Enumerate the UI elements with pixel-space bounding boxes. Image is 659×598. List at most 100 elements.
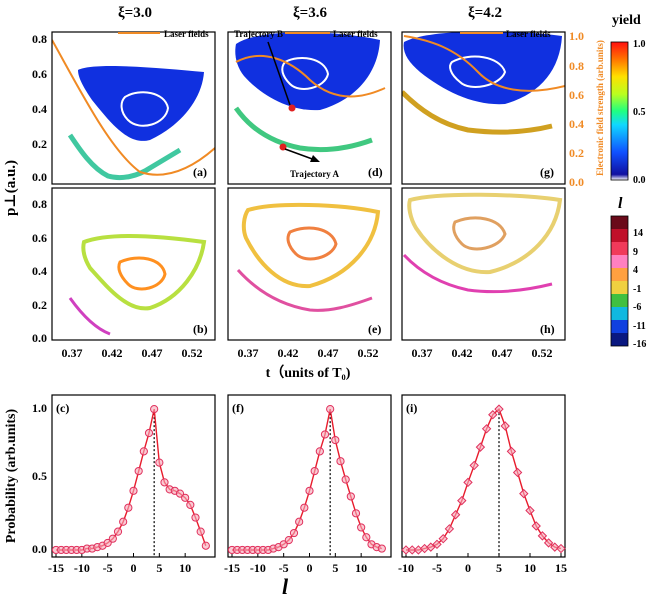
mid-ytick-0-2: 0.2 bbox=[32, 298, 47, 312]
legend-laser-g: Laser fields bbox=[506, 29, 551, 39]
laser-field-curve-d bbox=[235, 54, 386, 98]
probability-point bbox=[300, 503, 309, 512]
phase-space-blue-a bbox=[78, 66, 204, 141]
prob-xtick-label: -5 bbox=[432, 561, 442, 575]
probability-point bbox=[450, 510, 461, 520]
yield-tick-1-0: 1.0 bbox=[633, 39, 646, 50]
phase-space-blue-d bbox=[235, 32, 380, 111]
probability-point bbox=[295, 517, 304, 526]
panel-label-h: (h) bbox=[540, 322, 555, 336]
t-tick-a1: 0.37 bbox=[62, 346, 83, 360]
panel-b-frame bbox=[51, 187, 216, 341]
orbit-inner-b bbox=[117, 256, 167, 291]
yield-colorbar-gradient bbox=[610, 41, 629, 181]
t-tick-d2: 0.42 bbox=[278, 346, 299, 360]
prob-xtick-label: -5 bbox=[103, 561, 113, 575]
probability-point bbox=[432, 539, 442, 550]
mid-ytick-0-0: 0.0 bbox=[32, 331, 47, 345]
probability-point bbox=[150, 404, 159, 414]
probability-point bbox=[155, 458, 164, 467]
panel-label-b: (b) bbox=[193, 322, 208, 336]
field-tick-0-8: 0.8 bbox=[569, 59, 584, 73]
panel-i-frame bbox=[401, 394, 566, 558]
probability-point bbox=[310, 466, 319, 476]
phase-space-tail-a bbox=[67, 133, 182, 181]
marker-trajectory-b bbox=[288, 104, 296, 112]
phase-space-inner-d bbox=[281, 57, 330, 90]
field-tick-0-2: 0.2 bbox=[569, 146, 584, 160]
t-tick-a2: 0.42 bbox=[102, 346, 123, 360]
t-tick-d1: 0.37 bbox=[238, 346, 259, 360]
probability-point bbox=[191, 513, 200, 522]
mid-ytick-0-4: 0.4 bbox=[32, 264, 47, 278]
probability-point bbox=[175, 489, 185, 498]
yield-colorbar-title: yield bbox=[612, 13, 641, 28]
panel-e-frame bbox=[227, 187, 392, 341]
prob-xtick-label: 0 bbox=[307, 561, 313, 575]
prob-xtick-label: 0 bbox=[131, 561, 137, 575]
top-ytick-0-2: 0.2 bbox=[32, 137, 47, 151]
orbit-tail-e bbox=[236, 268, 373, 312]
prob-xtick-label: 5 bbox=[156, 561, 162, 575]
column-title-xi-4-2: ξ=4.2 bbox=[468, 5, 502, 21]
probability-point bbox=[519, 488, 529, 499]
probability-point bbox=[326, 404, 335, 414]
top-y-label: p⊥(a.u.) bbox=[3, 160, 19, 216]
orbit-tail-b bbox=[68, 297, 111, 336]
prob-xtick-label: -10 bbox=[250, 561, 266, 575]
arrowhead-trajectory-a bbox=[310, 155, 320, 162]
l-band-3 bbox=[611, 242, 628, 255]
t-tick-g1: 0.37 bbox=[412, 346, 433, 360]
probability-point bbox=[144, 428, 154, 438]
probability-point bbox=[119, 517, 128, 526]
prob-xtick-label: 5 bbox=[496, 561, 502, 575]
probability-point bbox=[419, 543, 430, 554]
probability-point bbox=[512, 467, 523, 478]
laser-field-curve-a bbox=[52, 39, 215, 176]
panel-h: (h) bbox=[401, 187, 566, 341]
probability-point bbox=[351, 509, 361, 518]
probability-point bbox=[129, 486, 138, 495]
panel-label-i: (i) bbox=[406, 401, 417, 415]
orbit-outer-b bbox=[81, 233, 207, 311]
l-band-4 bbox=[611, 255, 628, 268]
panel-label-g: (g) bbox=[540, 165, 554, 179]
probability-point bbox=[556, 543, 566, 554]
column-title-xi-3-6: ξ=3.6 bbox=[293, 5, 327, 21]
l-tick-9: 9 bbox=[633, 247, 638, 258]
orbit-outer-e bbox=[241, 202, 381, 289]
probability-point bbox=[377, 544, 386, 553]
probability-point bbox=[305, 486, 314, 495]
panel-a: Laser fields (a) bbox=[51, 29, 216, 185]
top-ytick-0-6: 0.6 bbox=[32, 67, 47, 81]
l-band-8 bbox=[611, 307, 628, 320]
orbit-tail-h bbox=[402, 253, 553, 294]
l-tick-m6: -6 bbox=[633, 302, 641, 313]
probability-point bbox=[413, 545, 424, 555]
probability-point bbox=[525, 505, 535, 516]
probability-point bbox=[444, 524, 455, 534]
right-axis-label: Electronic field strength (arb.units) bbox=[595, 40, 605, 176]
probability-series-line bbox=[56, 408, 207, 551]
probability-point bbox=[284, 535, 293, 545]
t-tick-a3: 0.47 bbox=[142, 346, 163, 360]
l-band-1 bbox=[611, 216, 628, 229]
yield-tick-0-5: 0.5 bbox=[633, 107, 646, 118]
probability-point bbox=[186, 500, 195, 509]
probability-point bbox=[124, 503, 133, 512]
l-tick-m16: -16 bbox=[633, 339, 646, 350]
yield-tick-0-0: 0.0 bbox=[633, 175, 646, 186]
probability-point bbox=[506, 446, 517, 457]
probability-point bbox=[463, 477, 473, 488]
panel-b: (b) bbox=[51, 187, 216, 341]
panel-g: Laser fields (g) bbox=[401, 29, 566, 185]
probability-point bbox=[543, 538, 554, 548]
prob-xtick-label: 10 bbox=[179, 561, 191, 575]
l-band-5 bbox=[611, 268, 628, 281]
t-tick-g4: 0.52 bbox=[532, 346, 553, 360]
panel-c: -15 -10 -5 0 5 10 (c) bbox=[48, 394, 216, 575]
phase-space-inner-g bbox=[449, 55, 507, 88]
prob-xtick-label: 10 bbox=[524, 561, 536, 575]
probability-point bbox=[113, 527, 123, 536]
